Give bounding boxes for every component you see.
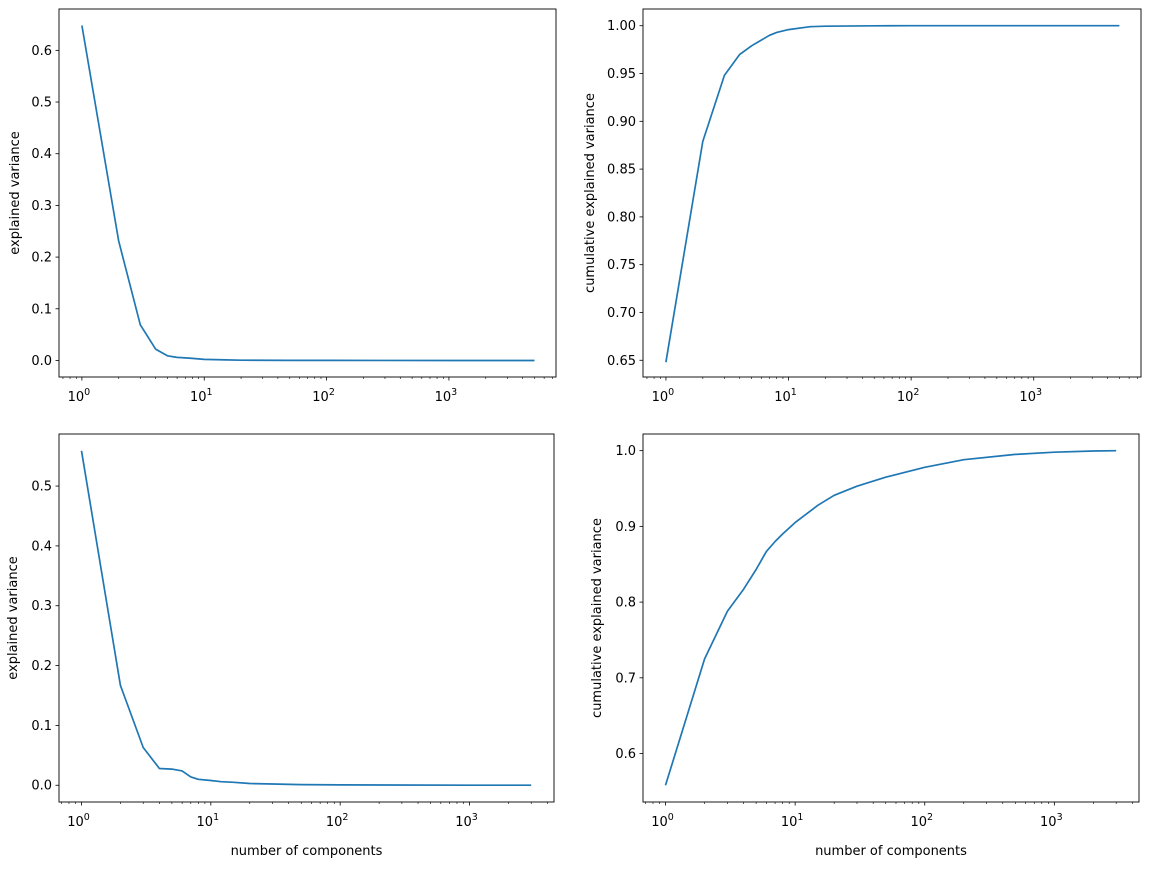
x-tick-label: 102 [910, 812, 933, 830]
x-axis-label: number of components [231, 844, 383, 859]
x-tick-label-exponent: 0 [668, 812, 674, 823]
y-tick-label: 0.9 [615, 520, 636, 535]
x-tick-label: 103 [1019, 387, 1042, 405]
y-tick-label: 0.6 [615, 747, 636, 762]
x-tick-label: 101 [781, 812, 804, 830]
x-tick-label-exponent: 3 [451, 387, 457, 398]
x-tick-label-base: 10 [781, 815, 798, 830]
x-axis-label: number of components [815, 844, 967, 859]
x-tick-label: 103 [455, 812, 478, 830]
y-tick-label: 0.8 [615, 596, 636, 611]
axes-frame [58, 8, 557, 378]
x-tick-label: 100 [67, 812, 90, 830]
y-axis-label: cumulative explained variance [590, 518, 605, 718]
x-tick-label: 101 [190, 387, 213, 405]
y-tick-label: 0.75 [607, 258, 636, 273]
x-tick-label-base: 10 [910, 815, 927, 830]
subplot-top-left: 100 101 102 1030.00.10.20.30.40.50.6explain… [8, 8, 557, 405]
x-tick-label: 103 [435, 387, 458, 405]
x-tick-label-exponent: 2 [342, 812, 348, 823]
y-tick-label: 0.4 [31, 539, 52, 554]
x-tick-label-base: 10 [455, 815, 472, 830]
x-tick-label-exponent: 2 [927, 812, 933, 823]
subplot-bottom-left: 100 101 102 1030.00.10.20.30.40.5explained … [6, 433, 555, 859]
x-tick-label-base: 10 [197, 815, 214, 830]
x-tick-label-exponent: 1 [791, 387, 797, 398]
x-tick-label-base: 10 [1040, 815, 1057, 830]
y-tick-label: 0.90 [607, 115, 636, 130]
y-axis-label: cumulative explained variance [583, 93, 598, 293]
x-tick-label: 101 [774, 387, 797, 405]
y-tick-label: 1.00 [607, 19, 636, 34]
x-tick-label: 102 [312, 387, 335, 405]
x-tick-label-base: 10 [326, 815, 343, 830]
x-tick-label-base: 10 [68, 390, 85, 405]
y-tick-label: 0.3 [31, 599, 52, 614]
axes-frame [642, 433, 1140, 803]
y-tick-label: 0.3 [31, 199, 52, 214]
y-tick-label: 0.5 [31, 96, 52, 111]
y-axis-label: explained variance [6, 556, 21, 680]
y-tick-label: 0.1 [31, 719, 52, 734]
x-tick-label-base: 10 [312, 390, 329, 405]
x-tick-label-exponent: 2 [329, 387, 335, 398]
x-tick-label: 100 [652, 387, 675, 405]
x-tick-label-exponent: 1 [206, 387, 212, 398]
x-tick-label-exponent: 2 [913, 387, 919, 398]
x-tick-label-base: 10 [774, 390, 791, 405]
x-tick-label: 102 [326, 812, 349, 830]
y-tick-label: 0.7 [615, 671, 636, 686]
y-tick-label: 0.70 [607, 306, 636, 321]
series-line [81, 25, 535, 362]
x-tick-label-base: 10 [651, 815, 668, 830]
x-tick-label: 101 [197, 812, 220, 830]
x-tick-label-base: 10 [652, 390, 669, 405]
y-tick-label: 0.0 [31, 779, 52, 794]
x-tick-label-exponent: 0 [84, 387, 90, 398]
axes-frame [642, 8, 1142, 378]
subplot-top-right: 100 101 102 1030.650.700.750.800.850.900.95… [583, 8, 1142, 405]
y-axis-label: explained variance [8, 131, 23, 255]
series-line [664, 449, 1117, 786]
y-tick-label: 0.80 [607, 210, 636, 225]
y-tick-label: 0.95 [607, 67, 636, 82]
x-tick-label: 102 [897, 387, 920, 405]
y-tick-label: 0.4 [31, 147, 52, 162]
y-tick-label: 0.5 [31, 480, 52, 495]
axes-frame [58, 433, 555, 803]
x-tick-label-exponent: 3 [472, 812, 478, 823]
x-tick-label-exponent: 0 [668, 387, 674, 398]
x-tick-label: 100 [68, 387, 91, 405]
x-tick-label-base: 10 [897, 390, 914, 405]
y-tick-label: 1.0 [615, 444, 636, 459]
x-tick-label-exponent: 0 [84, 812, 90, 823]
y-tick-label: 0.6 [31, 44, 52, 59]
x-tick-label-exponent: 1 [213, 812, 219, 823]
y-tick-label: 0.0 [31, 354, 52, 369]
x-tick-label-base: 10 [67, 815, 84, 830]
series-line [80, 450, 532, 787]
x-tick-label-exponent: 3 [1036, 387, 1042, 398]
y-tick-label: 0.1 [31, 302, 52, 317]
x-tick-label: 100 [651, 812, 674, 830]
series-line [665, 24, 1120, 363]
y-tick-label: 0.2 [31, 251, 52, 266]
x-tick-label-base: 10 [190, 390, 207, 405]
x-tick-label-exponent: 3 [1057, 812, 1063, 823]
x-tick-label: 103 [1040, 812, 1063, 830]
x-tick-label-exponent: 1 [797, 812, 803, 823]
y-tick-label: 0.2 [31, 659, 52, 674]
y-tick-label: 0.85 [607, 163, 636, 178]
x-tick-label-base: 10 [435, 390, 452, 405]
y-tick-label: 0.65 [607, 354, 636, 369]
x-tick-label-base: 10 [1019, 390, 1036, 405]
